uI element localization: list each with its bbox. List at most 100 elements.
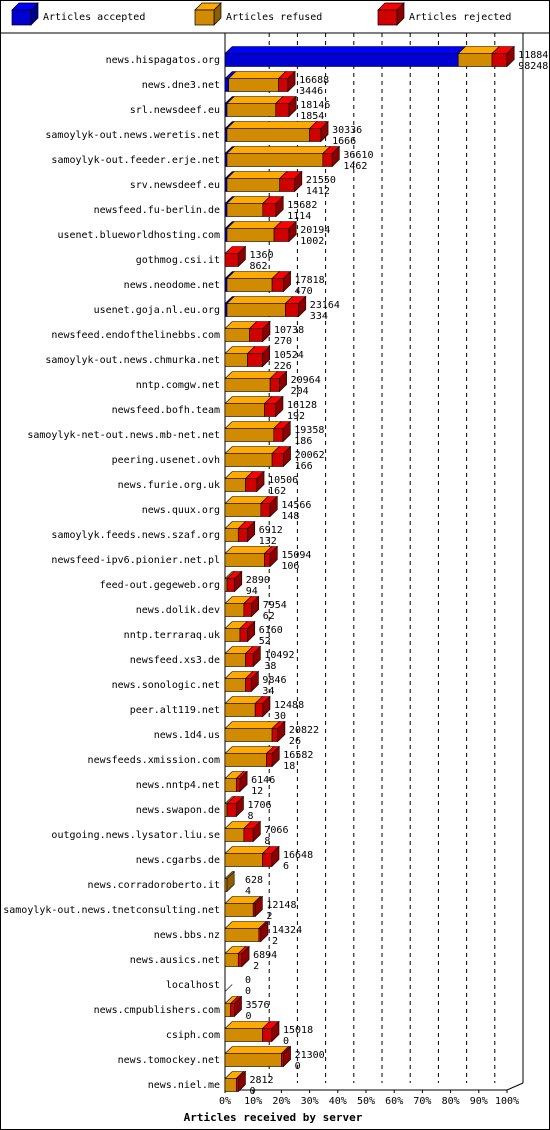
bar-articles-rejected: [264, 553, 271, 567]
x-tick-label: 100%: [495, 1096, 519, 1107]
bar-group-news-sonologic-net: [224, 670, 260, 693]
data-label-total: 15018: [283, 1025, 313, 1036]
data-label-total: 2890: [246, 575, 270, 586]
category-label: news.tomockey.net: [118, 1055, 220, 1066]
x-tick-label: 60%: [385, 1096, 403, 1107]
data-label-total: 23164: [310, 300, 340, 311]
data-label-accepted: 98248: [518, 61, 548, 72]
bar-end-face: [320, 120, 329, 143]
bar-articles-refused: [224, 403, 265, 417]
bar-articles-refused-top: [226, 146, 331, 154]
bar-articles-rejected: [309, 128, 322, 142]
bar-end-face: [298, 295, 307, 318]
data-label-accepted: 106: [281, 561, 299, 572]
bar-articles-rejected: [279, 178, 295, 192]
data-label-total: 21550: [306, 175, 336, 186]
data-label-accepted: 12: [251, 786, 263, 797]
bar-articles-rejected: [271, 728, 279, 742]
bar-group-news-quux-org: [224, 495, 279, 518]
x-axis-depth-line: [506, 1082, 524, 1091]
category-label: newsfeed.fu-berlin.de: [94, 205, 220, 216]
category-label: peering.usenet.ovh: [112, 455, 220, 466]
bar-articles-rejected: [322, 153, 333, 167]
category-label: samoylyk-net-out.news.mb-net.net: [27, 430, 220, 441]
category-label: newsfeed.xs3.de: [130, 655, 220, 666]
bar-end-face: [262, 345, 271, 368]
bar-articles-accepted: [224, 78, 229, 92]
bar-group-samoylyk-out-news-chmurka-net: [224, 345, 271, 368]
bar-group-newsfeed-fu-berlin-de: [224, 195, 284, 218]
bar-articles-refused: [226, 153, 324, 167]
bar-articles-rejected: [285, 303, 299, 317]
bar-group-samoylyk-out-feeder-erje-net: [224, 145, 341, 168]
data-label-accepted: 226: [274, 361, 292, 372]
data-label-accepted: 3446: [299, 86, 323, 97]
bar-articles-refused: [224, 553, 265, 567]
bar-articles-refused-top: [226, 271, 281, 279]
bar-end-face: [252, 645, 261, 668]
bar-end-face: [275, 395, 284, 418]
bar-group-nntp-comgw-net: [224, 370, 288, 393]
data-label-accepted: 2: [253, 961, 259, 972]
data-label-total: 7954: [263, 600, 287, 611]
bar-end-face: [235, 795, 244, 818]
bar-articles-rejected: [260, 503, 271, 517]
category-label: newsfeeds.xmission.com: [88, 755, 220, 766]
category-label: peer.alt119.net: [130, 705, 220, 716]
bar-group-samoylyk-out-news-weretis-net: [224, 120, 329, 143]
bar-group-usenet-goja-nl-eu-org: [224, 295, 307, 318]
data-label-total: 12488: [274, 700, 304, 711]
category-label: gothmog.csi.it: [136, 255, 220, 266]
bar-articles-rejected: [271, 453, 284, 467]
data-label-total: 21300: [295, 1050, 325, 1061]
bar-group-newsfeeds-xmission-com: [224, 745, 281, 768]
bar-group-localhost: [224, 984, 233, 992]
bar-end-face: [262, 320, 271, 343]
category-label: srl.newsdeef.eu: [130, 105, 220, 116]
category-label: localhost: [166, 980, 220, 991]
bar-articles-rejected: [273, 228, 290, 242]
data-label-accepted: 204: [291, 386, 309, 397]
category-label: samoylyk-out.news.tnetconsulting.net: [3, 905, 220, 916]
bar-articles-refused-top: [226, 296, 294, 304]
data-label-accepted: 6: [283, 861, 289, 872]
category-label: news.nntp4.net: [136, 780, 220, 791]
data-label-total: 10492: [264, 650, 294, 661]
category-label: samoylyk-out.news.weretis.net: [45, 130, 220, 141]
bar-group-outgoing-news-lysator-liu-se: [224, 820, 262, 843]
data-label-total: 20194: [300, 225, 330, 236]
x-axis-label: Articles received by server: [184, 1111, 363, 1124]
bar-group-news-hispagatos-org: [224, 45, 515, 68]
bar-group-samoylyk-feeds-news-szaf-org: [224, 520, 256, 543]
data-label-accepted: 148: [281, 511, 299, 522]
category-label: srv.newsdeef.eu: [130, 180, 220, 191]
category-label: news.ausics.net: [130, 955, 220, 966]
data-labels: 1188469824816688344618146185430336166636…: [245, 50, 550, 1097]
bar-group-news-neodome-net: [224, 270, 292, 293]
bar-empty-marker: [224, 984, 233, 992]
bar-group-srv-newsdeef-eu: [224, 170, 303, 193]
data-label-total: 15094: [281, 550, 311, 561]
data-label-accepted: 38: [264, 661, 276, 672]
bar-articles-refused-top: [224, 721, 281, 729]
data-label-accepted: 0: [245, 986, 251, 997]
bar-end-face: [254, 895, 263, 918]
legend-swatch: [377, 9, 398, 26]
bar-articles-rejected: [254, 703, 264, 717]
category-label: news.corradoroberto.it: [88, 880, 220, 891]
bar-end-face: [247, 520, 256, 543]
data-label-total: 1706: [247, 800, 271, 811]
bar-articles-rejected: [264, 403, 277, 417]
category-labels: news.hispagatos.org news.dne3.net srl.news…: [3, 55, 220, 1091]
data-label-accepted: 62: [263, 611, 275, 622]
data-label-accepted: 132: [259, 536, 277, 547]
data-label-accepted: 4: [245, 886, 251, 897]
bar-articles-refused: [224, 653, 246, 667]
data-label-total: 0: [245, 975, 251, 986]
category-label: outgoing.news.lysator.liu.se: [51, 830, 220, 841]
category-label: news.swapon.de: [136, 805, 220, 816]
bar-articles-refused: [224, 678, 246, 692]
bar-articles-rejected: [278, 78, 289, 92]
bar-end-face: [277, 720, 286, 743]
bar-articles-refused: [224, 953, 239, 967]
